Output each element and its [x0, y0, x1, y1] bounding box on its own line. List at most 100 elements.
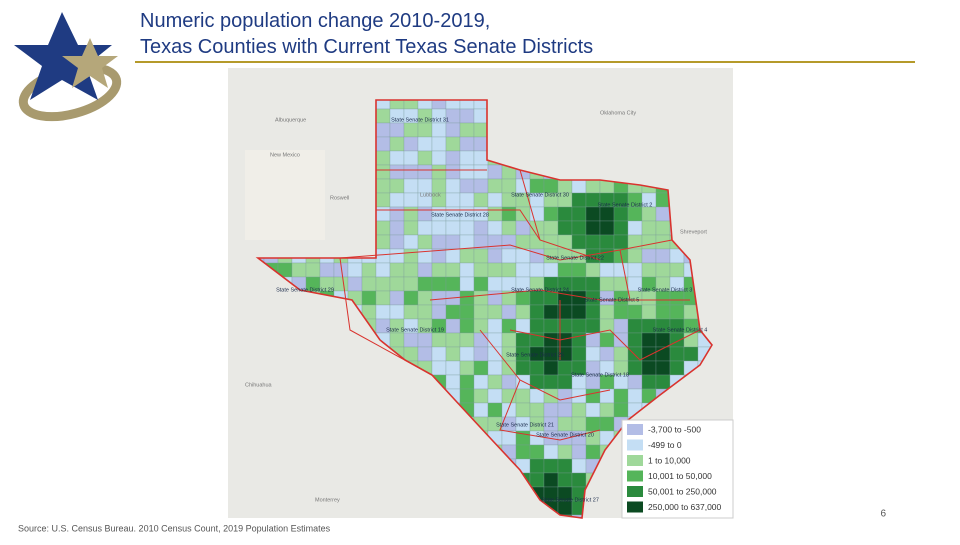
county — [445, 234, 461, 250]
district-label: State Senate District 30 — [511, 192, 569, 198]
county — [487, 220, 503, 236]
county — [529, 262, 545, 278]
county — [459, 290, 475, 306]
county — [501, 374, 517, 390]
county — [473, 150, 489, 166]
county — [375, 290, 391, 306]
legend-label: 1 to 10,000 — [648, 455, 691, 465]
county — [375, 108, 391, 124]
county — [641, 304, 657, 320]
county — [445, 220, 461, 236]
county — [571, 444, 587, 460]
county — [557, 220, 573, 236]
county — [389, 150, 405, 166]
county — [417, 206, 433, 222]
county — [459, 248, 475, 264]
county — [431, 122, 447, 138]
county — [627, 318, 643, 334]
county — [417, 332, 433, 348]
district-label: State Senate District 28 — [431, 212, 489, 218]
district-label: State Senate District 27 — [541, 497, 599, 503]
county — [375, 192, 391, 208]
county — [571, 234, 587, 250]
county — [585, 206, 601, 222]
county — [669, 332, 685, 348]
county — [403, 136, 419, 152]
county — [529, 248, 545, 264]
county — [501, 262, 517, 278]
county — [655, 220, 671, 236]
county — [445, 164, 461, 180]
county — [417, 276, 433, 292]
county — [389, 220, 405, 236]
county — [585, 444, 601, 460]
county — [431, 220, 447, 236]
legend-label: -499 to 0 — [648, 440, 682, 450]
county — [389, 332, 405, 348]
county — [557, 374, 573, 390]
county — [431, 164, 447, 180]
county — [501, 248, 517, 264]
county — [375, 262, 391, 278]
county — [459, 122, 475, 138]
county — [543, 402, 559, 418]
district-label: State Senate District 18 — [571, 372, 629, 378]
county — [557, 178, 573, 194]
county — [585, 304, 601, 320]
county — [403, 150, 419, 166]
county — [571, 192, 587, 208]
county — [641, 220, 657, 236]
county — [641, 374, 657, 390]
district-label: State Senate District 20 — [536, 432, 594, 438]
county — [529, 402, 545, 418]
county — [389, 248, 405, 264]
county — [417, 346, 433, 362]
county — [459, 346, 475, 362]
county — [613, 346, 629, 362]
county — [375, 178, 391, 194]
county — [487, 276, 503, 292]
county — [557, 458, 573, 474]
county — [571, 318, 587, 334]
county — [585, 332, 601, 348]
county — [431, 290, 447, 306]
county — [403, 290, 419, 306]
county — [627, 206, 643, 222]
county — [487, 402, 503, 418]
county — [571, 276, 587, 292]
county — [585, 346, 601, 362]
district-label: State Senate District 29 — [276, 287, 334, 293]
county — [417, 150, 433, 166]
county — [557, 472, 573, 488]
county — [487, 248, 503, 264]
title: Numeric population change 2010-2019, Texa… — [140, 10, 593, 58]
legend-swatch — [627, 424, 643, 435]
county — [571, 262, 587, 278]
county — [543, 178, 559, 194]
county — [403, 276, 419, 292]
county — [431, 346, 447, 362]
county — [543, 206, 559, 222]
county — [557, 402, 573, 418]
county — [543, 374, 559, 390]
county — [543, 332, 559, 348]
legend-label: 10,001 to 50,000 — [648, 471, 712, 481]
county — [417, 304, 433, 320]
county — [641, 234, 657, 250]
county — [501, 332, 517, 348]
legend-entries: -3,700 to -500 -499 to 0 1 to 10,000 10,001… — [627, 424, 722, 513]
county — [613, 304, 629, 320]
basemap-region — [245, 150, 325, 240]
county — [473, 346, 489, 362]
county — [459, 374, 475, 390]
county — [543, 472, 559, 488]
county — [375, 304, 391, 320]
county — [613, 220, 629, 236]
county — [683, 304, 699, 320]
county — [473, 220, 489, 236]
county — [487, 374, 503, 390]
county — [459, 234, 475, 250]
county — [473, 276, 489, 292]
county — [571, 402, 587, 418]
